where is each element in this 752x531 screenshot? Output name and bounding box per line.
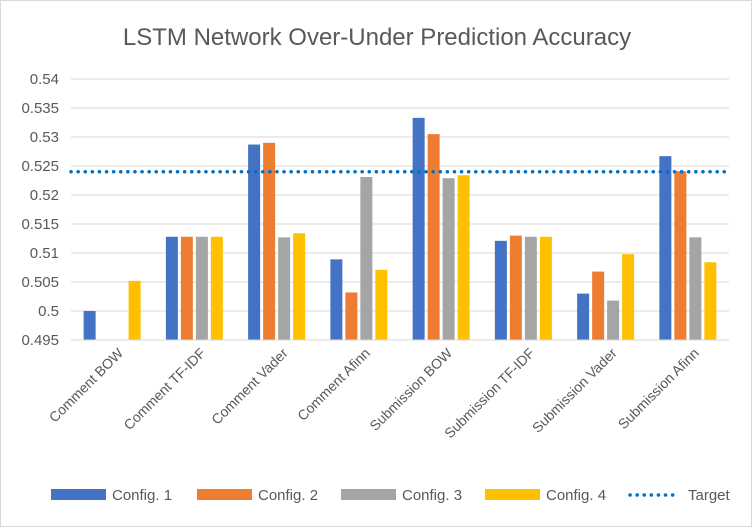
legend-swatch xyxy=(197,489,252,500)
y-tick-label: 0.52 xyxy=(30,187,59,204)
bar xyxy=(263,142,276,340)
y-axis-ticks: 0.495 0.5 0.505 0.51 0.515 0.52 0.525 0.53 0.535… xyxy=(21,71,59,349)
bar xyxy=(577,293,590,340)
x-tick-label: Comment BOW xyxy=(46,344,127,425)
bar xyxy=(622,254,635,340)
x-tick-label: Comment Vader xyxy=(208,345,291,428)
legend-swatch xyxy=(485,489,540,500)
chart-title: LSTM Network Over-Under Prediction Accur… xyxy=(123,24,631,51)
bar xyxy=(689,237,702,340)
x-tick-label: Comment TF-IDF xyxy=(120,345,208,433)
bar xyxy=(457,175,470,340)
bar xyxy=(494,240,507,340)
bar xyxy=(330,259,343,340)
legend-label: Config. 1 xyxy=(112,487,172,504)
x-tick-label: Submission BOW xyxy=(366,344,455,433)
legend-swatch xyxy=(51,489,106,500)
bar xyxy=(195,236,208,340)
y-tick-label: 0.5 xyxy=(38,303,59,320)
bar xyxy=(442,178,455,340)
bar xyxy=(607,300,620,340)
bar xyxy=(248,144,261,340)
legend-label: Config. 4 xyxy=(546,487,606,504)
bar xyxy=(293,233,306,340)
bar xyxy=(524,236,537,340)
x-tick-label: Submission Vader xyxy=(529,345,620,436)
x-tick-label: Submission TF-IDF xyxy=(441,345,537,441)
bar xyxy=(345,292,358,340)
legend-label: Config. 2 xyxy=(258,487,318,504)
bar xyxy=(509,235,522,340)
bar xyxy=(427,134,440,340)
y-tick-label: 0.495 xyxy=(21,332,59,349)
y-tick-label: 0.51 xyxy=(30,245,59,262)
legend-label: Config. 3 xyxy=(402,487,462,504)
bar xyxy=(659,156,672,340)
legend-label: Target xyxy=(688,487,731,504)
bar xyxy=(674,171,687,340)
bar xyxy=(704,262,717,340)
bar xyxy=(278,237,291,340)
bar xyxy=(592,271,605,340)
bar xyxy=(165,236,178,340)
gridlines xyxy=(71,78,729,341)
bar xyxy=(412,117,425,340)
legend-swatch xyxy=(341,489,396,500)
y-tick-label: 0.505 xyxy=(21,274,59,291)
x-tick-label: Submission Afinn xyxy=(615,345,702,432)
bar xyxy=(128,280,141,340)
bar xyxy=(539,236,552,340)
bars xyxy=(83,117,717,340)
y-tick-label: 0.525 xyxy=(21,158,59,175)
bar xyxy=(180,236,193,340)
bar xyxy=(83,311,96,340)
y-tick-label: 0.53 xyxy=(30,129,59,146)
bar xyxy=(210,236,223,340)
y-tick-label: 0.535 xyxy=(21,100,59,117)
legend: Config. 1 Config. 2 Config. 3 Config. 4 Targ… xyxy=(51,487,731,504)
bar xyxy=(360,177,373,340)
y-tick-label: 0.54 xyxy=(30,71,59,88)
bar xyxy=(375,269,388,340)
y-tick-label: 0.515 xyxy=(21,216,59,233)
x-tick-label: Comment Afinn xyxy=(294,345,373,424)
